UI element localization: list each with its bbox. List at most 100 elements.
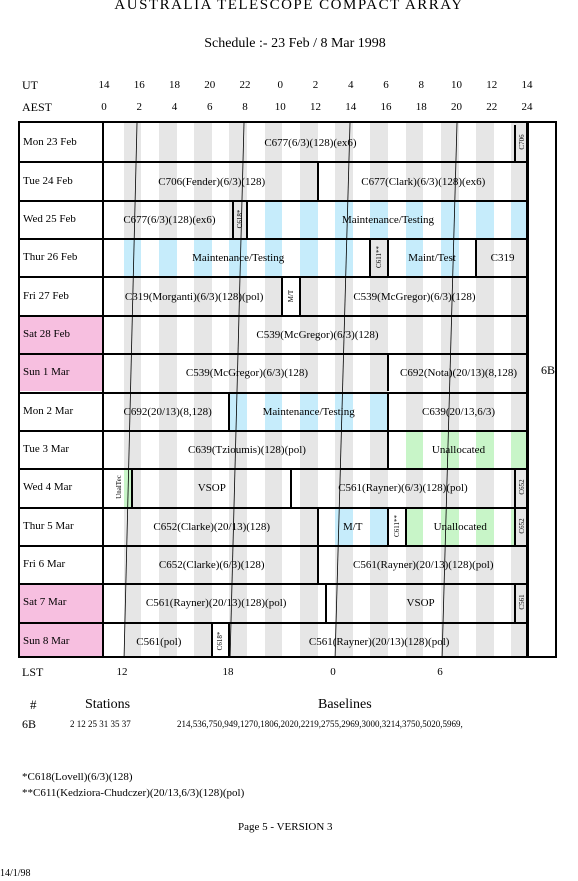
block-label: C677(Clark)(6/3)(128)(ex6) <box>361 175 486 188</box>
block-divider <box>387 240 389 277</box>
block-label: C677(6/3)(128)(ex6) <box>264 137 357 150</box>
block-divider <box>325 585 328 622</box>
block-stripe <box>405 240 424 277</box>
schedule-block: C652(Clarke)(20/13)(128) <box>106 509 318 545</box>
block-label: Maintenance/Testing <box>192 252 285 265</box>
schedule-block: C639(Tzioumis)(128)(pol) <box>106 432 388 468</box>
block-stripe <box>370 201 388 239</box>
block-stripe <box>335 240 353 277</box>
row-divider <box>20 429 526 432</box>
day-label: Fri 6 Mar <box>20 544 104 584</box>
block-label: C692(Nota)(20/13)(8,128) <box>399 367 517 380</box>
block-stripe <box>264 393 283 430</box>
block-label: C539(McGregor)(6/3)(128) <box>256 328 379 341</box>
ut-tick: 10 <box>451 79 462 91</box>
block-label: C677(6/3)(128)(ex6) <box>123 213 216 226</box>
day-label-text: Sun 8 Mar <box>23 634 70 647</box>
block-stripe <box>335 201 353 239</box>
block-stripe <box>405 201 424 239</box>
block-divider <box>513 508 516 545</box>
block-divider <box>290 470 293 507</box>
ut-tick: 14 <box>521 79 533 91</box>
lst-guide-line <box>441 123 458 656</box>
day-label-text: Thur 26 Feb <box>23 251 78 264</box>
block-label: C561(Rayner)(20/13)(128)(pol) <box>145 597 287 610</box>
day-label-text: Tue 24 Feb <box>23 174 73 187</box>
day-label-text: Mon 2 Mar <box>23 404 74 417</box>
block-stripe <box>299 201 318 239</box>
schedule-block: Maint/Test <box>388 240 476 277</box>
aest-tick: 12 <box>310 101 321 113</box>
block-stripe <box>123 240 142 277</box>
day-label: Tue 3 Mar <box>20 429 104 469</box>
block-label: Unallocated <box>431 444 486 457</box>
schedule-block: C539(McGregor)(6/3)(128) <box>300 278 526 314</box>
ut-tick: 6 <box>383 79 389 91</box>
block-divider <box>246 201 248 239</box>
block-stripe <box>476 431 494 469</box>
row-divider <box>20 468 526 471</box>
lst-tick: 0 <box>330 666 336 678</box>
block-divider <box>281 278 284 315</box>
block-divider <box>475 240 478 277</box>
schedule-block: C539(McGregor)(6/3)(128) <box>106 317 526 353</box>
aest-tick: 2 <box>136 101 143 113</box>
aest-tick: 18 <box>415 101 427 113</box>
block-label: Unallocated <box>433 520 487 533</box>
lst-guide-line <box>229 123 245 656</box>
row-divider <box>20 199 526 202</box>
day-label-text: Wed 4 Mar <box>23 481 73 494</box>
legend-hash: # <box>30 697 37 712</box>
block-label: C652(Clarke)(6/3)(128) <box>158 559 265 572</box>
block-label: Maintenance/Testing <box>262 405 355 418</box>
block-label: Maintenance/Testing <box>341 213 435 226</box>
block-stripe <box>511 201 526 239</box>
schedule-block: C706(Fender)(6/3)(128) <box>106 163 318 199</box>
ut-tick: 0 <box>277 79 284 91</box>
lst-tick: 18 <box>222 666 234 678</box>
day-label-text: Fri 27 Feb <box>23 289 69 302</box>
block-divider <box>231 201 234 239</box>
day-label: Sun 8 Mar <box>20 621 104 656</box>
schedule-block: C561(Rayner)(6/3)(128)(pol) <box>291 470 515 506</box>
day-label: Mon 2 Mar <box>20 391 104 430</box>
row-divider <box>20 391 526 394</box>
block-stripe <box>229 393 247 430</box>
row-divider <box>20 314 526 317</box>
block-label: VSOP <box>197 482 226 495</box>
block-stripe <box>511 508 515 545</box>
ut-tick: 8 <box>418 79 425 91</box>
schedule-grid: Mon 23 Feb Tue 24 Feb Wed 25 Feb Thur 26 Fe… <box>18 121 528 658</box>
ut-tick: 14 <box>98 79 110 91</box>
block-stripe <box>264 201 283 239</box>
page-label: Page 5 - VERSION 3 <box>238 821 333 833</box>
row-divider <box>20 544 526 547</box>
block-label: C319(Morganti)(6/3)(128)(pol) <box>124 290 264 303</box>
aest-tick: 14 <box>345 101 357 113</box>
block-stripe <box>194 240 212 277</box>
schedule-block: C677(6/3)(128)(ex6) <box>106 202 233 238</box>
block-stripe <box>299 393 318 430</box>
schedule-block: C692(Nota)(20/13)(8,128) <box>388 355 526 391</box>
day-label-text: Wed 25 Feb <box>23 212 76 225</box>
schedule-block: C561(Rayner)(20/13)(128)(pol) <box>318 547 527 583</box>
day-label-text: Sun 1 Mar <box>23 366 70 379</box>
aest-tick: 20 <box>451 101 462 113</box>
block-divider <box>513 125 516 162</box>
aest-tick: 6 <box>207 101 213 113</box>
block-label: C561(pol) <box>136 635 182 648</box>
schedule-block: VSOP <box>326 585 515 621</box>
block-label: C319 <box>490 252 515 265</box>
schedule-block: C652(Clarke)(6/3)(128) <box>106 547 318 583</box>
ut-tick: 18 <box>169 79 180 91</box>
schedule-block: C561(pol) <box>106 624 212 656</box>
block-stripe <box>335 508 353 545</box>
block-divider <box>298 278 301 315</box>
block-label: C539(McGregor)(6/3)(128) <box>353 290 476 303</box>
baselines-list: 214,536,750,949,1270,1806,2020,2219,2755… <box>177 719 463 729</box>
block-divider <box>228 393 231 430</box>
ut-tick: 20 <box>204 79 216 91</box>
schedule-block: Unallocated <box>388 431 526 469</box>
block-divider <box>387 431 389 469</box>
aest-tick: 24 <box>521 101 533 113</box>
